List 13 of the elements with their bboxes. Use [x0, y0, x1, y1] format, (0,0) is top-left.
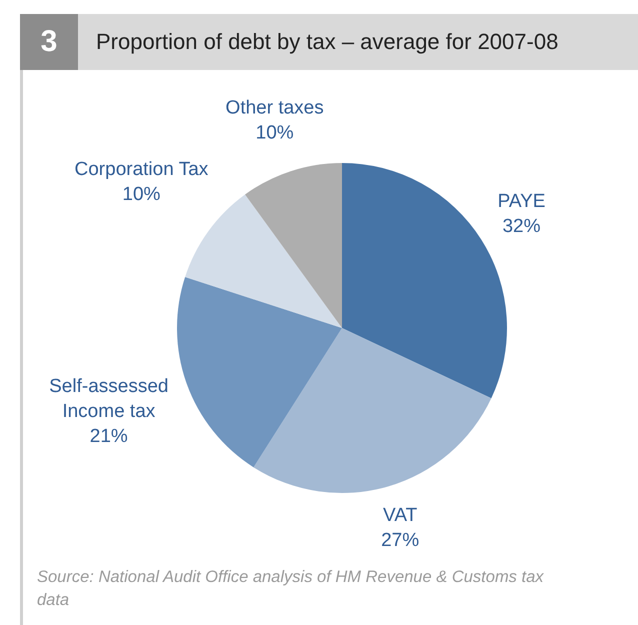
slice-label: Self-assessed Income tax	[49, 376, 168, 422]
data-label: 10%	[122, 184, 161, 205]
data-label: 10%	[256, 122, 294, 144]
slice-label: PAYE	[498, 190, 546, 212]
data-label: 32%	[502, 216, 541, 237]
data-label: 21%	[90, 426, 128, 448]
slice-label: VAT	[383, 504, 418, 526]
slice-label: Other taxes	[226, 97, 324, 118]
text: 3	[20, 14, 78, 70]
slice-label: Corporation Tax	[74, 158, 209, 180]
chart-title: Proportion of debt by tax – average for 2007-08	[96, 28, 558, 56]
source-note: Source: National Audit Office analysis of HM Revenue & Customs tax data	[37, 567, 545, 611]
data-label: 27%	[381, 530, 420, 551]
